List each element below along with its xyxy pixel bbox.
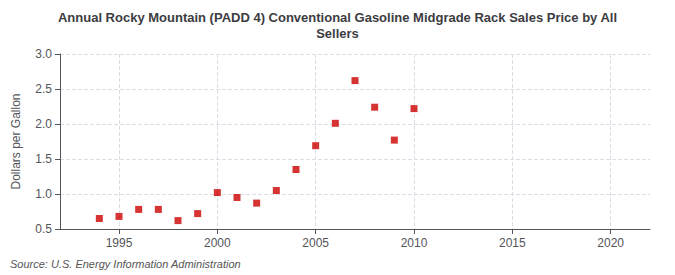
svg-text:1995: 1995 <box>106 236 133 250</box>
svg-text:Sellers: Sellers <box>316 26 359 41</box>
svg-text:2.0: 2.0 <box>35 117 52 131</box>
svg-text:Annual Rocky Mountain (PADD 4): Annual Rocky Mountain (PADD 4) Conventio… <box>58 10 617 25</box>
svg-text:Dollars per Gallon: Dollars per Gallon <box>9 93 23 189</box>
svg-text:Source: U.S. Energy Informatio: Source: U.S. Energy Information Administ… <box>10 258 241 270</box>
svg-text:2005: 2005 <box>302 236 329 250</box>
svg-text:2010: 2010 <box>401 236 428 250</box>
svg-text:2000: 2000 <box>204 236 231 250</box>
svg-text:2.5: 2.5 <box>35 82 52 96</box>
svg-text:1.0: 1.0 <box>35 187 52 201</box>
svg-text:2015: 2015 <box>499 236 526 250</box>
svg-text:2020: 2020 <box>597 236 624 250</box>
svg-text:3.0: 3.0 <box>35 47 52 61</box>
svg-text:0.5: 0.5 <box>35 222 52 236</box>
svg-text:1.5: 1.5 <box>35 152 52 166</box>
